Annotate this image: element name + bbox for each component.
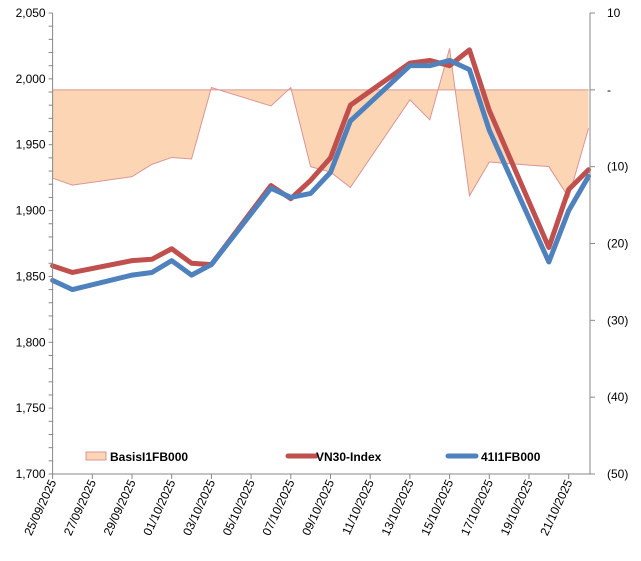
right-tick-label: (50): [607, 467, 628, 481]
x-tick-label: 17/10/2025: [458, 477, 496, 538]
left-tick-label: 2,000: [16, 72, 46, 86]
right-tick-label: (30): [607, 313, 628, 327]
x-tick-label: 07/10/2025: [259, 477, 297, 538]
right-tick-label: (20): [607, 237, 628, 251]
x-tick-label: 11/10/2025: [339, 477, 377, 537]
x-tick-label: 15/10/2025: [418, 477, 456, 538]
left-tick-label: 1,900: [16, 204, 46, 218]
legend-label-vn30: VN30-Index: [316, 450, 382, 464]
left-tick-label: 1,950: [16, 138, 46, 152]
x-tick-label: 13/10/2025: [379, 477, 417, 538]
right-tick-label: (10): [607, 160, 628, 174]
x-tick-label: 09/10/2025: [299, 477, 337, 538]
legend: BasisI1FB000 VN30-Index 41I1FB000: [86, 450, 541, 464]
right-tick-label: (40): [607, 390, 628, 404]
legend-label-41i1fb000: 41I1FB000: [481, 450, 541, 464]
x-tick-label: 19/10/2025: [498, 477, 536, 538]
x-tick-label: 21/10/2025: [537, 477, 575, 538]
legend-label-basis: BasisI1FB000: [110, 450, 188, 464]
right-tick-label: -: [607, 83, 611, 97]
left-tick-label: 1,800: [16, 335, 46, 349]
left-tick-label: 1,750: [16, 401, 46, 415]
right-tick-label: 10: [607, 6, 621, 20]
x-tick-label: 05/10/2025: [220, 477, 258, 538]
x-tick-label: 29/09/2025: [101, 477, 139, 538]
x-tick-label: 03/10/2025: [180, 477, 218, 538]
x-tick-label: 27/09/2025: [61, 477, 99, 538]
left-tick-label: 1,700: [16, 467, 46, 481]
left-tick-label: 1,850: [16, 269, 46, 283]
x-tick-label: 25/09/2025: [21, 477, 59, 538]
left-tick-label: 2,050: [16, 6, 46, 20]
legend-swatch-basis: [86, 452, 106, 460]
x-tick-label: 01/10/2025: [140, 477, 178, 538]
